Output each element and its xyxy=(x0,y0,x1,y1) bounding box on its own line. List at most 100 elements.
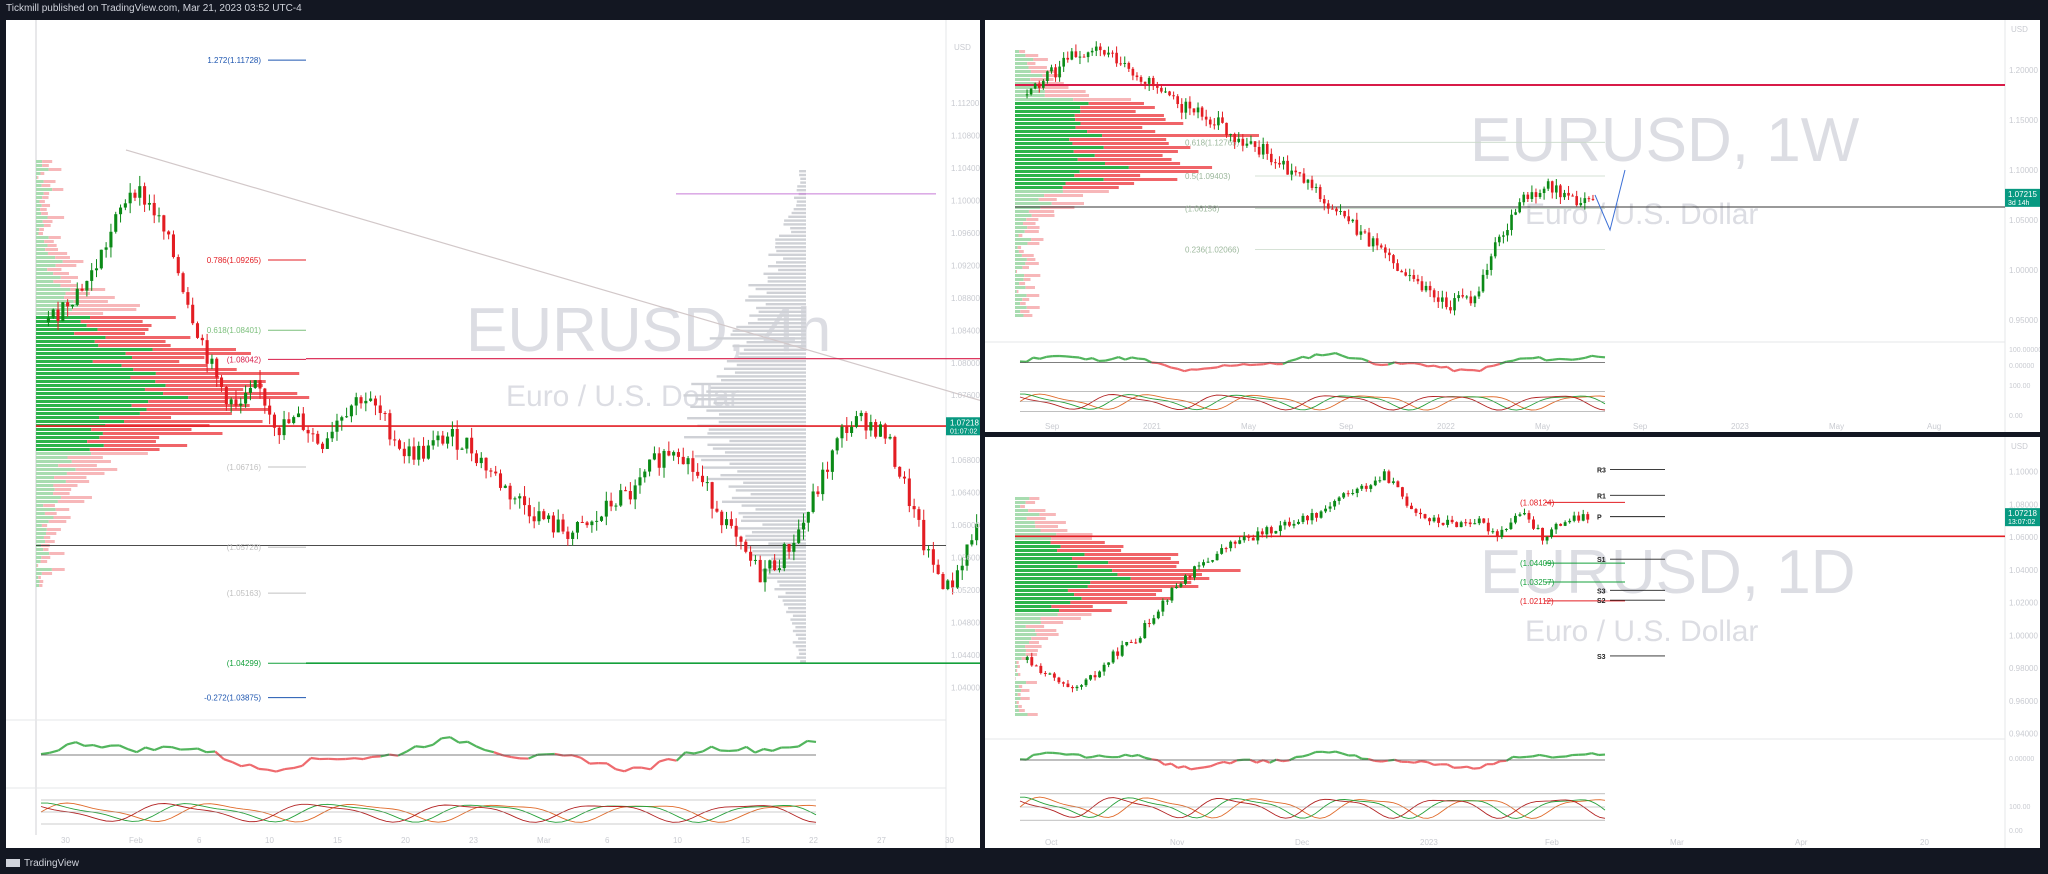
weekly-vp-sell xyxy=(1028,66,1047,69)
daily-vp-sell xyxy=(1050,541,1105,544)
weekly-candle xyxy=(1147,77,1151,84)
main-right-vp-bar xyxy=(799,170,806,173)
daily-candle xyxy=(1405,496,1409,506)
main-right-vp-bar xyxy=(795,626,806,629)
main-x-tick: 22 xyxy=(809,836,818,845)
daily-candle xyxy=(1400,487,1404,497)
daily-candle xyxy=(1391,481,1395,483)
main-x-tick: 15 xyxy=(741,836,750,845)
daily-candle xyxy=(1251,537,1255,541)
main-right-vp-bar xyxy=(797,185,806,188)
weekly-vp-sell xyxy=(1022,298,1030,301)
main-right-vp-bar xyxy=(702,466,806,469)
main-candle xyxy=(662,450,666,468)
weekly-candle xyxy=(1359,231,1363,235)
weekly-vp-sell xyxy=(1031,238,1044,241)
weekly-osc-line xyxy=(1374,363,1382,367)
weekly-candle xyxy=(1465,296,1469,298)
main-left-vp-sell xyxy=(91,428,192,431)
daily-price-tick: 1.04000 xyxy=(2009,566,2038,575)
main-candle xyxy=(306,429,310,434)
weekly-vp-sell xyxy=(1025,54,1039,57)
main-left-vp-sell xyxy=(44,240,54,243)
weekly-candle xyxy=(1139,77,1143,82)
daily-candle xyxy=(1495,531,1499,537)
main-right-vp-bar xyxy=(752,550,806,553)
main-left-vp-sell xyxy=(165,384,263,387)
daily-candle xyxy=(1559,523,1563,526)
weekly-vp-sell xyxy=(1021,254,1034,257)
daily-candle xyxy=(1428,518,1431,522)
daily-pivot-label: S1 xyxy=(1597,557,1606,564)
main-left-vp-sell xyxy=(45,532,57,535)
main-osc-line xyxy=(406,745,417,753)
main-x-tick: 30 xyxy=(61,836,70,845)
main-right-vp-bar xyxy=(763,272,806,275)
daily-x-tick: Nov xyxy=(1170,838,1184,847)
daily-osc-line xyxy=(1512,755,1520,759)
main-left-vp-buy xyxy=(36,352,126,355)
weekly-osc-line xyxy=(1197,367,1205,371)
main-right-vp-bar xyxy=(731,496,806,500)
daily-candle xyxy=(1568,520,1572,523)
weekly-vp-buy xyxy=(1015,286,1026,289)
weekly-vp-sell xyxy=(1030,70,1057,73)
daily-candle xyxy=(1184,575,1187,584)
weekly-osc-line xyxy=(1118,356,1126,361)
weekly-candle xyxy=(1371,238,1375,247)
daily-candle xyxy=(1116,651,1120,656)
main-left-vp-buy xyxy=(36,192,44,195)
daily-osc-line xyxy=(1466,765,1474,770)
weekly-vp-sell xyxy=(1103,146,1191,149)
daily-chart-svg[interactable]: (1.08124) (1.04409) (1.03257) (1.02112) R3 R1… xyxy=(985,437,2040,848)
main-candle xyxy=(643,471,647,478)
weekly-osc-line xyxy=(1322,353,1330,357)
main-left-vp-buy xyxy=(36,564,37,567)
weekly-vp-sell xyxy=(1087,130,1156,133)
main-right-vp-bar xyxy=(768,572,806,576)
main-chart-panel[interactable]: EURUSD, 4h Euro / U.S. Dollar R3R2R1S1S2… xyxy=(6,20,980,848)
main-price-tick: 1.09200 xyxy=(951,261,980,270)
main-right-vp-bar xyxy=(793,208,806,211)
main-right-vp-bar xyxy=(798,637,806,640)
main-candle xyxy=(874,422,878,437)
weekly-candle xyxy=(1587,198,1591,200)
main-price-tick: 1.09600 xyxy=(951,229,980,238)
weekly-chart-panel[interactable]: EURUSD, 1W Euro / U.S. Dollar 0.618(1.12… xyxy=(985,20,2040,432)
daily-vp-sell xyxy=(1025,501,1036,504)
main-right-vp-bar xyxy=(778,268,806,272)
weekly-chart-svg[interactable]: 0.618(1.12769) 0.5(1.09403) (1.06156) 0.236… xyxy=(985,20,2040,432)
weekly-osc-line xyxy=(1223,364,1231,367)
weekly-candle xyxy=(1078,56,1082,58)
weekly-vp-buy xyxy=(1015,222,1023,225)
weekly-candle xyxy=(1318,187,1322,200)
weekly-x-tick: May xyxy=(1241,422,1256,431)
daily-chart-panel[interactable]: EURUSD, 1D Euro / U.S. Dollar (1.08124)(… xyxy=(985,437,2040,848)
daily-candle xyxy=(1125,642,1129,646)
daily-vp-buy xyxy=(1015,685,1019,688)
weekly-osc-line xyxy=(1262,361,1271,366)
main-left-vp-sell xyxy=(74,332,146,335)
main-fib-label: (1.05163) xyxy=(227,589,262,598)
weekly-vp-buy xyxy=(1015,166,1129,169)
weekly-candle xyxy=(1123,62,1127,64)
weekly-price-tick: 1.10000 xyxy=(2009,166,2038,175)
main-chart-svg[interactable]: R3R2R1S1S21.272(1.11728)0.786(1.09265)0.… xyxy=(6,20,980,848)
main-candle xyxy=(859,412,863,417)
main-left-vp-buy xyxy=(36,476,55,479)
main-right-vp-bar xyxy=(792,622,806,625)
weekly-osc-line xyxy=(1427,364,1435,368)
main-candle xyxy=(234,399,238,406)
daily-osc-line xyxy=(1177,765,1185,769)
weekly-candle xyxy=(1335,208,1338,212)
daily-candle xyxy=(1577,515,1581,521)
main-left-vp-sell xyxy=(41,212,48,215)
main-fib-label: 0.786(1.09265) xyxy=(207,256,262,265)
main-candle xyxy=(633,485,637,500)
daily-candle xyxy=(1437,517,1441,523)
daily-x-tick: 20 xyxy=(1920,838,1929,847)
main-osc-line xyxy=(101,744,111,749)
main-price-tick: 1.10400 xyxy=(951,164,980,173)
daily-vp-sell xyxy=(1117,573,1202,576)
main-candle xyxy=(883,424,887,439)
